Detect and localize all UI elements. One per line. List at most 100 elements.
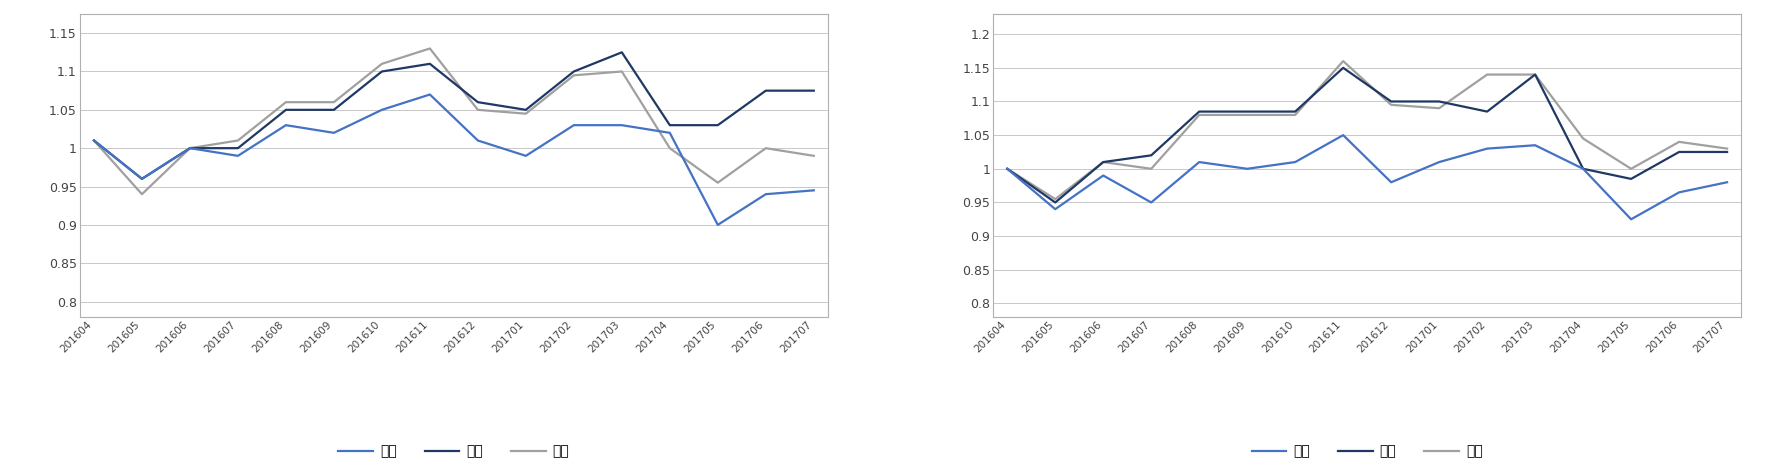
多头 — [514, 111, 536, 116]
多头 — [1045, 196, 1066, 202]
多头 — [707, 180, 728, 185]
空头 — [371, 107, 392, 113]
中性 — [803, 88, 824, 94]
中性 — [1140, 152, 1162, 158]
中性 — [1429, 99, 1450, 104]
中性 — [1381, 99, 1402, 104]
中性 — [83, 138, 104, 144]
多头 — [83, 138, 104, 144]
中性 — [1236, 109, 1257, 114]
空头 — [1285, 159, 1307, 165]
空头 — [1572, 166, 1593, 171]
多头 — [324, 99, 345, 105]
多头 — [371, 61, 392, 67]
空头 — [1188, 159, 1209, 165]
多头 — [131, 192, 152, 197]
中性 — [564, 69, 585, 74]
空头 — [83, 138, 104, 144]
Line: 多头: 多头 — [1008, 61, 1727, 199]
多头 — [179, 145, 200, 151]
中性 — [1621, 176, 1642, 182]
多头 — [1717, 146, 1738, 151]
中性 — [228, 145, 249, 151]
多头 — [1236, 112, 1257, 118]
中性 — [1476, 109, 1497, 114]
中性 — [467, 99, 488, 105]
多头 — [419, 46, 440, 51]
中性 — [131, 176, 152, 182]
中性 — [419, 61, 440, 67]
Line: 中性: 中性 — [94, 52, 813, 179]
空头 — [467, 138, 488, 144]
Line: 多头: 多头 — [94, 48, 813, 194]
Line: 空头: 空头 — [1008, 135, 1727, 219]
多头 — [755, 145, 776, 151]
空头 — [1621, 217, 1642, 222]
中性 — [324, 107, 345, 113]
空头 — [755, 192, 776, 197]
中性 — [514, 107, 536, 113]
多头 — [1621, 166, 1642, 171]
空头 — [1717, 179, 1738, 185]
空头 — [1669, 190, 1690, 195]
多头 — [1333, 58, 1354, 64]
空头 — [659, 130, 681, 136]
空头 — [1236, 166, 1257, 171]
多头 — [1524, 72, 1545, 77]
多头 — [612, 69, 633, 74]
多头 — [659, 145, 681, 151]
空头 — [131, 176, 152, 182]
中性 — [1717, 149, 1738, 155]
Line: 中性: 中性 — [1008, 68, 1727, 202]
中性 — [1333, 65, 1354, 71]
中性 — [371, 69, 392, 74]
中性 — [1188, 109, 1209, 114]
多头 — [564, 73, 585, 78]
多头 — [276, 99, 297, 105]
多头 — [1381, 102, 1402, 108]
中性 — [997, 166, 1018, 171]
中性 — [1093, 159, 1114, 165]
Legend: 空头, 中性, 多头: 空头, 中性, 多头 — [332, 439, 575, 464]
中性 — [1045, 199, 1066, 205]
空头 — [1429, 159, 1450, 165]
空头 — [803, 187, 824, 193]
多头 — [467, 107, 488, 113]
空头 — [1381, 179, 1402, 185]
多头 — [803, 153, 824, 158]
中性 — [276, 107, 297, 113]
空头 — [1093, 173, 1114, 178]
中性 — [1572, 166, 1593, 171]
空头 — [228, 153, 249, 158]
多头 — [1429, 105, 1450, 111]
空头 — [564, 123, 585, 128]
空头 — [179, 145, 200, 151]
多头 — [1669, 139, 1690, 144]
多头 — [1188, 112, 1209, 118]
空头 — [1476, 146, 1497, 151]
Legend: 空头, 中性, 多头: 空头, 中性, 多头 — [1246, 439, 1489, 464]
多头 — [997, 166, 1018, 171]
空头 — [1524, 143, 1545, 148]
多头 — [1285, 112, 1307, 118]
中性 — [659, 123, 681, 128]
多头 — [1140, 166, 1162, 171]
中性 — [179, 145, 200, 151]
中性 — [707, 123, 728, 128]
空头 — [997, 166, 1018, 171]
空头 — [514, 153, 536, 158]
空头 — [1140, 199, 1162, 205]
空头 — [1333, 132, 1354, 138]
中性 — [1285, 109, 1307, 114]
空头 — [707, 222, 728, 228]
中性 — [755, 88, 776, 94]
空头 — [324, 130, 345, 136]
Line: 空头: 空头 — [94, 95, 813, 225]
空头 — [1045, 206, 1066, 212]
空头 — [612, 123, 633, 128]
多头 — [1572, 136, 1593, 141]
空头 — [419, 92, 440, 97]
多头 — [1093, 159, 1114, 165]
中性 — [612, 49, 633, 55]
中性 — [1524, 72, 1545, 77]
